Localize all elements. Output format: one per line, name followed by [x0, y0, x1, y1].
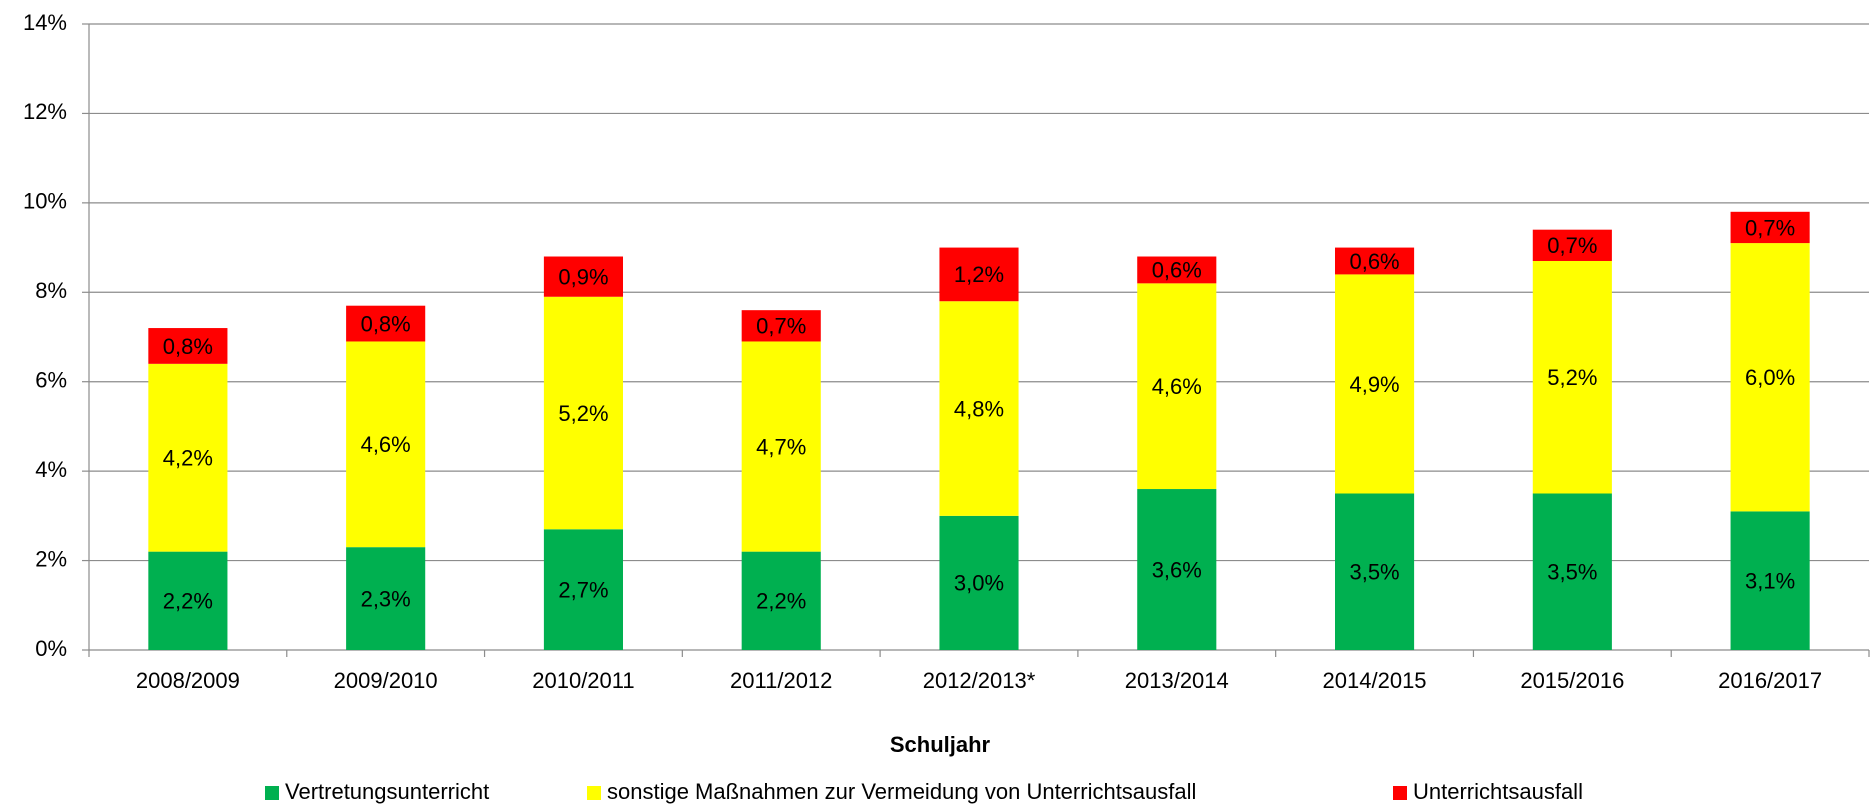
x-tick-label: 2009/2010	[334, 668, 438, 693]
bar-segment	[939, 247, 1019, 302]
x-axis-title: Schuljahr	[890, 732, 991, 757]
bar-segment	[741, 310, 821, 342]
bar-segment	[148, 551, 228, 650]
value-label: 3,1%	[1745, 569, 1795, 594]
value-label: 0,7%	[756, 314, 806, 339]
bar-segment	[1137, 283, 1217, 490]
x-tick-label: 2011/2012	[730, 668, 832, 693]
x-tick-label: 2008/2009	[136, 668, 240, 693]
bar-segment	[543, 256, 623, 297]
bar-segment	[543, 296, 623, 530]
x-tick-label: 2012/2013*	[923, 668, 1036, 693]
value-label: 6,0%	[1745, 365, 1795, 390]
bar-segment	[1532, 493, 1612, 650]
value-label: 2,7%	[558, 577, 608, 602]
bar-segment	[346, 547, 426, 650]
value-label: 0,7%	[1745, 215, 1795, 240]
bar-segment	[741, 551, 821, 650]
x-tick-label: 2014/2015	[1323, 668, 1427, 693]
legend-swatch	[265, 786, 279, 800]
value-label: 4,6%	[1152, 374, 1202, 399]
legend-label: Unterrichtsausfall	[1413, 779, 1583, 804]
bar-segment	[1730, 243, 1810, 512]
value-label: 0,8%	[361, 311, 411, 336]
y-tick-label: 12%	[23, 99, 67, 124]
bar-segment	[939, 515, 1019, 650]
bar-segment	[346, 341, 426, 548]
bar-segment	[1730, 511, 1810, 650]
bar-segment	[1532, 229, 1612, 261]
y-tick-label: 6%	[35, 368, 67, 393]
bar-segment	[148, 363, 228, 552]
bar-segment	[1335, 247, 1415, 275]
y-tick-label: 2%	[35, 546, 67, 571]
legend-label: sonstige Maßnahmen zur Vermeidung von Un…	[607, 779, 1196, 804]
value-label: 1,2%	[954, 262, 1004, 287]
y-tick-label: 0%	[35, 636, 67, 661]
bar-segment	[1137, 489, 1217, 650]
value-label: 0,6%	[1152, 258, 1202, 283]
value-label: 2,2%	[756, 589, 806, 614]
bar-segment	[543, 529, 623, 650]
bar-segment	[1137, 256, 1217, 284]
legend-label: Vertretungsunterricht	[285, 779, 489, 804]
bar-segment	[1335, 274, 1415, 494]
value-label: 2,3%	[361, 586, 411, 611]
bar-segment	[1730, 211, 1810, 244]
bar-segment	[741, 341, 821, 552]
x-tick-label: 2015/2016	[1520, 668, 1624, 693]
value-label: 4,2%	[163, 446, 213, 471]
y-tick-label: 4%	[35, 457, 67, 482]
value-label: 5,2%	[558, 401, 608, 426]
value-label: 0,9%	[558, 264, 608, 289]
bar-segment	[939, 301, 1019, 516]
value-label: 4,9%	[1349, 372, 1399, 397]
value-label: 4,8%	[954, 396, 1004, 421]
legend-swatch	[1393, 786, 1407, 800]
value-label: 2,2%	[163, 589, 213, 614]
y-tick-label: 10%	[23, 189, 67, 214]
x-tick-label: 2010/2011	[532, 668, 634, 693]
value-label: 0,6%	[1349, 249, 1399, 274]
value-label: 0,7%	[1547, 233, 1597, 258]
value-label: 3,5%	[1547, 560, 1597, 585]
value-label: 5,2%	[1547, 365, 1597, 390]
y-tick-label: 8%	[35, 278, 67, 303]
bar-segment	[346, 305, 426, 342]
value-label: 4,6%	[361, 432, 411, 457]
bar-segment	[148, 328, 228, 364]
bar-segment	[1532, 260, 1612, 494]
x-tick-label: 2013/2014	[1125, 668, 1229, 693]
value-label: 4,7%	[756, 434, 806, 459]
value-label: 3,6%	[1152, 557, 1202, 582]
value-label: 0,8%	[163, 334, 213, 359]
value-label: 3,5%	[1349, 560, 1399, 585]
x-tick-label: 2016/2017	[1718, 668, 1822, 693]
value-label: 3,0%	[954, 571, 1004, 596]
legend-swatch	[587, 786, 601, 800]
y-tick-label: 14%	[23, 10, 67, 35]
bar-segment	[1335, 493, 1415, 650]
